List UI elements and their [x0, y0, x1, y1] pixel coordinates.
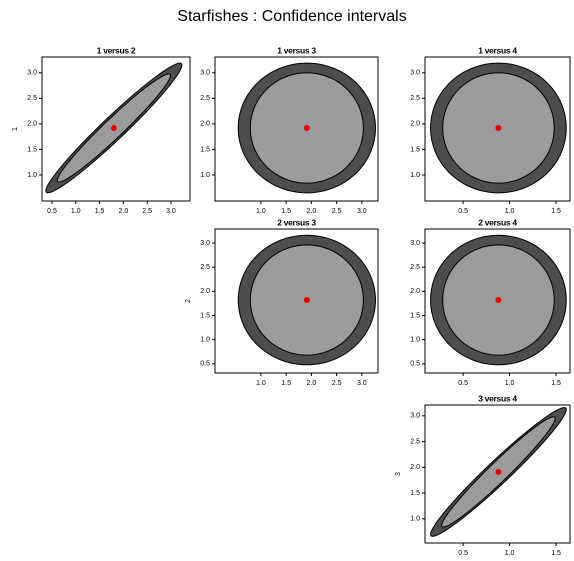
x-tick-label: 3.0 [166, 208, 176, 215]
y-tick-label: 2.0 [410, 121, 420, 128]
x-tick-label: 2.0 [307, 380, 317, 387]
panel-title: 2 versus 3 [277, 217, 316, 227]
x-tick-label: 1.0 [505, 208, 515, 215]
x-tick-label: 1.0 [71, 208, 81, 215]
y-tick-label: 3.0 [410, 70, 420, 77]
y-axis-label: 3 [395, 472, 402, 476]
x-tick-label: 1.5 [281, 208, 291, 215]
y-tick-label: 2.0 [200, 121, 210, 128]
plot-frame [214, 228, 379, 374]
y-tick-label: 1.5 [410, 490, 420, 497]
panel-title: 1 versus 3 [277, 45, 316, 55]
center-point [303, 124, 310, 131]
y-tick-label: 1.0 [27, 172, 37, 179]
plot-frame [41, 56, 191, 202]
y-tick-label: 1.0 [200, 337, 210, 344]
center-point [303, 297, 310, 304]
y-tick-label: 1.5 [410, 312, 420, 319]
center-point [495, 124, 502, 131]
panel-title: 2 versus 4 [478, 217, 517, 227]
y-tick-label: 1.5 [27, 146, 37, 153]
x-tick-label: 1.5 [281, 380, 291, 387]
y-tick-label: 3.0 [410, 413, 420, 420]
y-tick-label: 3.0 [410, 240, 420, 247]
x-tick-label: 0.5 [458, 550, 468, 557]
x-tick-label: 0.5 [458, 380, 468, 387]
y-tick-label: 2.5 [410, 438, 420, 445]
x-tick-label: 3.0 [357, 380, 367, 387]
y-tick-label: 2.0 [410, 288, 420, 295]
x-tick-label: 2.5 [142, 208, 152, 215]
x-tick-label: 2.5 [332, 380, 342, 387]
plot-frame [424, 404, 571, 544]
y-tick-label: 1.0 [410, 337, 420, 344]
y-tick-label: 1.0 [200, 172, 210, 179]
center-point [110, 124, 117, 131]
y-tick-label: 0.5 [200, 361, 210, 368]
y-axis-label: 2 [185, 299, 192, 303]
y-tick-label: 1.0 [410, 516, 420, 523]
x-tick-label: 0.5 [47, 208, 57, 215]
x-tick-label: 2.0 [119, 208, 129, 215]
y-tick-label: 1.5 [200, 146, 210, 153]
y-tick-label: 2.0 [410, 464, 420, 471]
y-tick-label: 2.5 [410, 264, 420, 271]
panel: 1 versus 3 1.0 1.5 2.0 2.5 3.0 1.0 1.5 2.0 2.5 3.0 [200, 45, 379, 215]
x-tick-label: 2.5 [332, 208, 342, 215]
y-tick-label: 2.5 [27, 95, 37, 102]
y-tick-label: 2.5 [410, 95, 420, 102]
center-point [495, 297, 502, 304]
y-tick-label: 3.0 [200, 240, 210, 247]
x-tick-label: 1.5 [551, 380, 561, 387]
panel: 2 versus 4 0.5 1.0 1.5 0.5 1.0 1.5 2.0 2.5 3.0 [410, 217, 571, 387]
y-tick-label: 2.5 [200, 264, 210, 271]
panel: 1 versus 2 0.5 1.0 1.5 2.0 2.5 3.0 1.0 1.5 2.0 2.5… [12, 45, 191, 215]
x-tick-label: 1.0 [505, 550, 515, 557]
x-tick-label: 0.5 [458, 208, 468, 215]
y-tick-label: 2.0 [27, 121, 37, 128]
panel: 2 versus 3 1.0 1.5 2.0 2.5 3.0 0.5 1.0 1.5 2.0 2.5… [185, 217, 379, 387]
y-tick-label: 1.5 [410, 146, 420, 153]
panel: 3 versus 4 0.5 1.0 1.5 1.0 1.5 2.0 2.5 3.0 3 [395, 393, 571, 557]
chart-title: Starfishes : Confidence intervals [177, 8, 406, 25]
y-tick-label: 1.5 [200, 312, 210, 319]
plot-frame [214, 56, 379, 202]
x-tick-label: 1.5 [95, 208, 105, 215]
x-tick-label: 1.0 [256, 208, 266, 215]
y-tick-label: 3.0 [27, 70, 37, 77]
y-tick-label: 2.0 [200, 288, 210, 295]
y-tick-label: 1.0 [410, 172, 420, 179]
x-tick-label: 1.0 [256, 380, 266, 387]
x-tick-label: 1.5 [551, 550, 561, 557]
panel-title: 1 versus 4 [478, 45, 517, 55]
y-tick-label: 2.5 [200, 95, 210, 102]
panel-title: 1 versus 2 [97, 45, 136, 55]
x-tick-label: 3.0 [357, 208, 367, 215]
panel-title: 3 versus 4 [478, 393, 517, 403]
plot-frame [424, 56, 571, 202]
x-tick-label: 1.0 [505, 380, 515, 387]
panel: 1 versus 4 0.5 1.0 1.5 1.0 1.5 2.0 2.5 3.0 [410, 45, 571, 215]
plot-frame [424, 228, 571, 374]
y-tick-label: 3.0 [200, 70, 210, 77]
x-tick-label: 2.0 [307, 208, 317, 215]
y-tick-label: 0.5 [410, 361, 420, 368]
center-point [495, 468, 502, 475]
y-axis-label: 1 [12, 127, 19, 131]
x-tick-label: 1.5 [551, 208, 561, 215]
